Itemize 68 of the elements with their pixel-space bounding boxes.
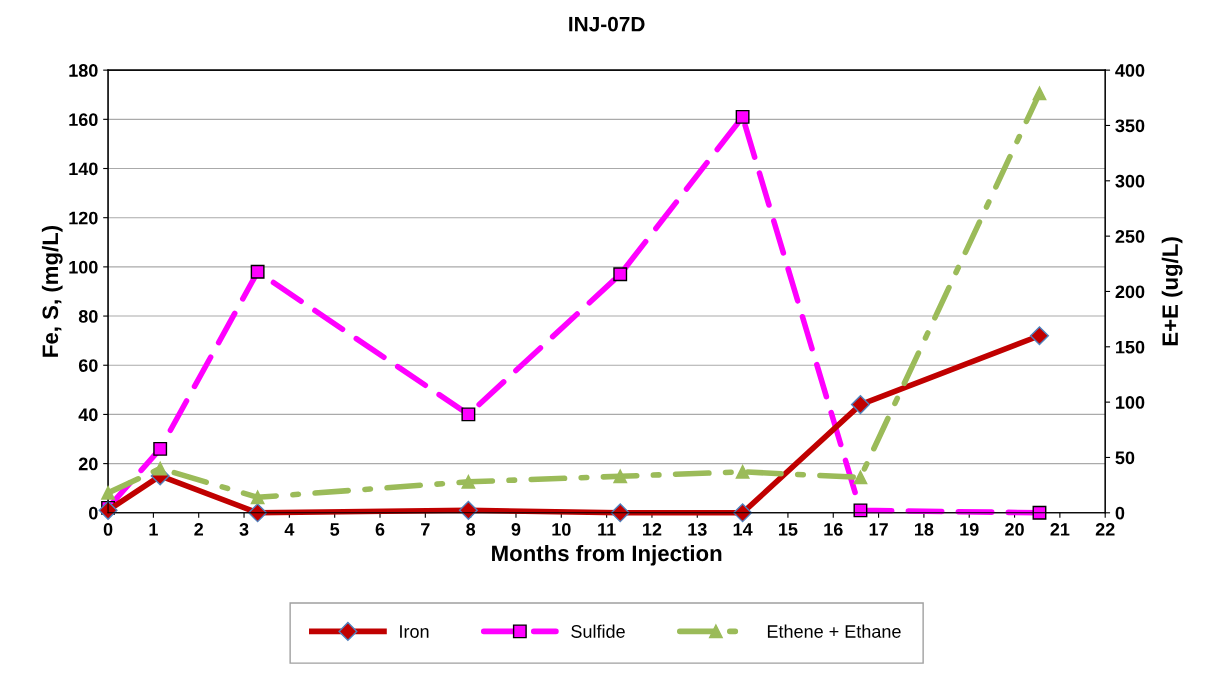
x-tick-label: 16 (824, 522, 843, 536)
x-tick-label: 22 (1095, 522, 1115, 536)
x-tick-label: 1 (149, 523, 158, 536)
x-tick-label: 11 (598, 523, 616, 536)
y2-tick-label: 250 (1115, 230, 1145, 243)
y2-tick-label: 200 (1115, 285, 1145, 299)
point (101, 485, 116, 500)
x-tick-label: 8 (466, 522, 476, 536)
y2-tick-label: 350 (1115, 119, 1145, 133)
y-tick-label: 100 (69, 260, 98, 274)
point (735, 464, 750, 479)
point (250, 490, 265, 505)
x-tick-label: 9 (511, 522, 521, 536)
x-tick-label: 18 (915, 522, 934, 536)
x-tick-label: 10 (552, 522, 571, 536)
point (733, 503, 753, 523)
y-axis-title: Fe, S, (mg/L) (41, 225, 63, 357)
point (735, 109, 750, 124)
point (853, 470, 868, 485)
y-tick-label: 120 (69, 211, 98, 225)
x-axis-title: Months from Injection (492, 544, 722, 566)
point (610, 503, 630, 523)
x-tick-label: 12 (643, 522, 662, 536)
y-tick-label: 60 (78, 359, 98, 372)
y-tick-label: 20 (78, 457, 98, 471)
x-tick-label: 0 (103, 522, 113, 536)
y2-axis-title: E+E (ug/L) (1161, 237, 1183, 346)
y2-tick-label: 150 (1116, 340, 1145, 354)
point (153, 441, 168, 456)
point (461, 474, 476, 489)
x-tick-label: 21 (1050, 522, 1070, 536)
point (850, 395, 870, 415)
legend-label: Sulfide (571, 624, 625, 638)
x-tick-label: 20 (1005, 522, 1024, 536)
y-tick-label: 180 (69, 64, 98, 77)
y-tick-label: 80 (78, 309, 98, 323)
point (1029, 326, 1050, 346)
x-tick-label: 13 (688, 522, 707, 536)
x-tick-label: 7 (421, 523, 430, 536)
y2-tick-label: 400 (1115, 64, 1145, 77)
x-tick-label: 14 (733, 523, 753, 536)
x-tick-label: 5 (330, 523, 340, 536)
y-tick-label: 140 (69, 162, 98, 176)
point (1032, 86, 1047, 101)
x-tick-label: 2 (194, 522, 204, 536)
point (98, 500, 118, 520)
legend-label: Ethene + Ethane (767, 624, 901, 638)
x-tick-label: 3 (239, 522, 249, 536)
y-tick-label: 40 (78, 408, 98, 422)
chart-title: INJ-07D (569, 16, 645, 32)
x-tick-label: 17 (869, 523, 888, 536)
legend-label: Iron (400, 625, 429, 638)
x-tick-label: 15 (779, 523, 798, 536)
point (461, 407, 476, 422)
point (153, 461, 168, 476)
y2-tick-label: 100 (1116, 396, 1145, 409)
y-tick-label: 0 (89, 506, 98, 520)
x-tick-label: 19 (960, 522, 979, 536)
point (250, 264, 265, 279)
y-tick-label: 160 (69, 113, 98, 127)
point (613, 469, 628, 484)
point (613, 267, 628, 282)
point (458, 500, 478, 520)
x-tick-label: 6 (375, 522, 385, 536)
y2-tick-label: 0 (1115, 506, 1125, 520)
x-tick-label: 4 (284, 523, 295, 536)
y2-tick-label: 300 (1115, 174, 1145, 188)
y2-tick-label: 50 (1115, 451, 1135, 465)
